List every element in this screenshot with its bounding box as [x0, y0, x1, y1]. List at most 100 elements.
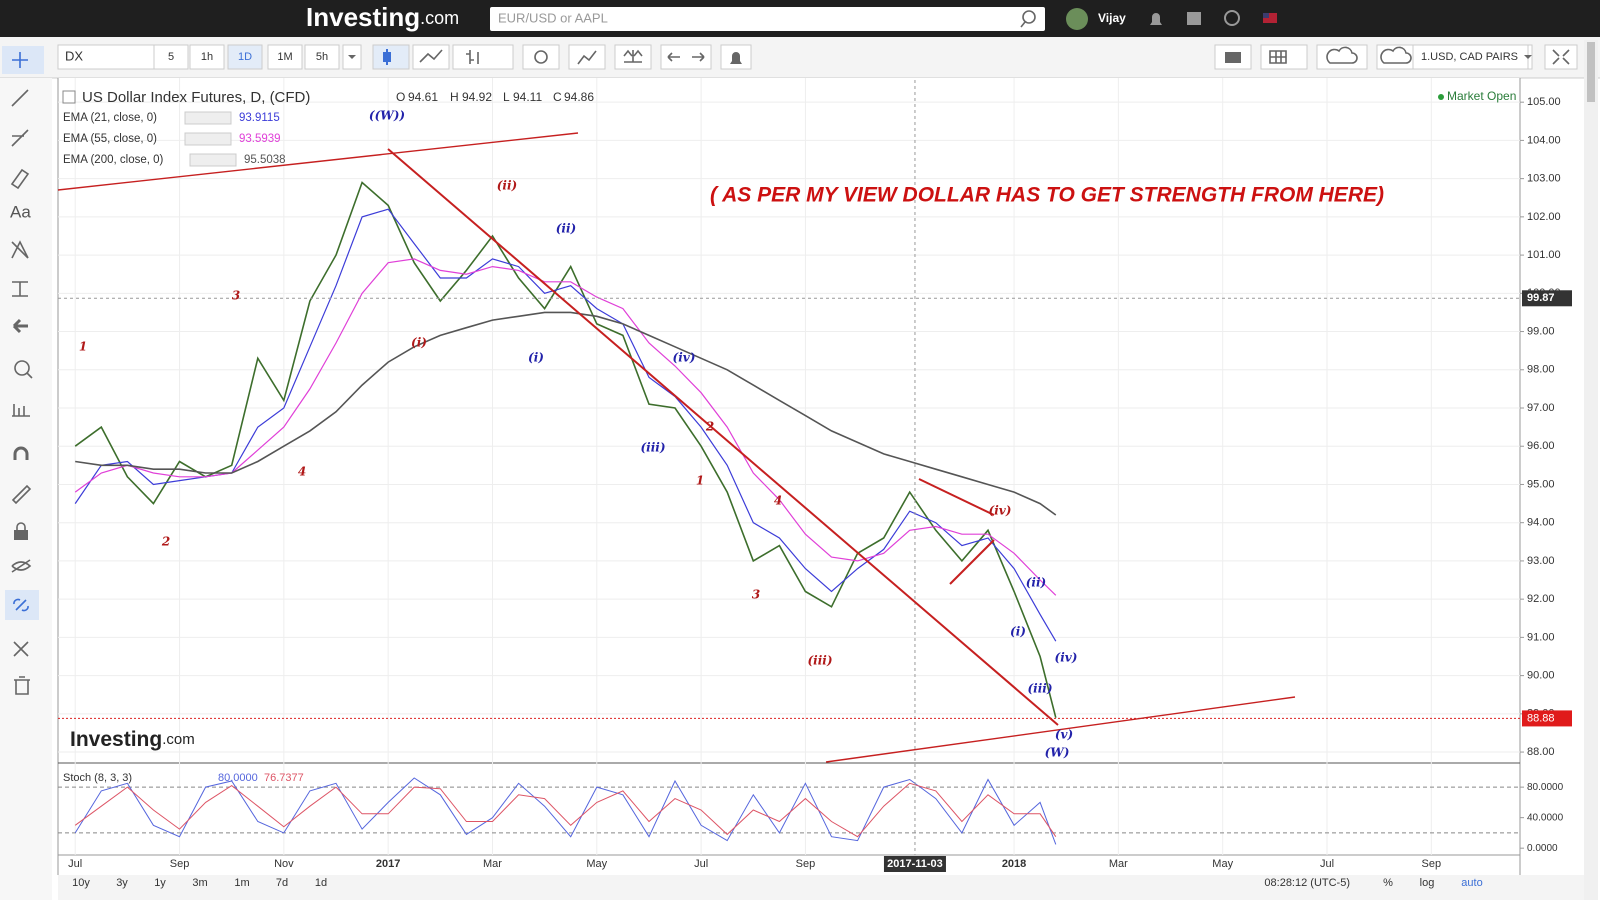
brush-tool[interactable] — [10, 168, 30, 190]
interval-button[interactable] — [227, 44, 263, 70]
range-button[interactable]: 10y — [72, 877, 90, 889]
series-line — [74, 258, 1057, 596]
range-button[interactable]: 1d — [315, 877, 327, 889]
interval-button[interactable] — [189, 44, 225, 70]
indicator-name: EMA (200, close, 0) — [63, 154, 164, 166]
remove-drawings-tool[interactable] — [13, 641, 29, 657]
layout-name[interactable]: 1.USD, CAD PAIRS — [1421, 51, 1518, 63]
remove-tool[interactable] — [12, 318, 28, 334]
interval-label[interactable]: 1D — [238, 51, 252, 63]
text-tool[interactable]: Aa — [10, 202, 31, 221]
lock-tool[interactable] — [14, 530, 28, 540]
crosshair-price-box — [1522, 290, 1572, 307]
range-button[interactable]: 1y — [154, 877, 166, 889]
clock-icon[interactable] — [1224, 10, 1240, 26]
interval-button[interactable] — [153, 44, 189, 70]
bell-icon[interactable] — [1150, 13, 1162, 25]
search-placeholder[interactable]: EUR/USD or AAPL — [498, 10, 608, 25]
scrollbar-thumb[interactable] — [1587, 42, 1595, 102]
y-tick-label: 94.00 — [1527, 517, 1555, 529]
indicators-button[interactable] — [568, 44, 606, 70]
bars-button[interactable] — [452, 44, 514, 70]
logo-main[interactable]: Investing — [306, 2, 420, 32]
flag-icon[interactable] — [1263, 13, 1277, 23]
load-button[interactable] — [1316, 44, 1368, 70]
interval-label[interactable]: 1h — [201, 51, 213, 63]
ohlc: O 94.61 H 94.92 L 94.11 C 94.86 — [396, 90, 594, 104]
tool-column — [0, 78, 52, 900]
indicator-buttons[interactable] — [189, 153, 237, 167]
portfolio-icon[interactable] — [1187, 12, 1201, 25]
logo[interactable]: Investing.com — [306, 2, 459, 32]
collapse-box[interactable] — [62, 90, 76, 104]
scrollbar[interactable] — [1584, 40, 1598, 900]
line-button[interactable] — [412, 44, 450, 70]
pattern-tool[interactable] — [11, 240, 29, 259]
hide-tool[interactable] — [11, 559, 32, 573]
search-icon[interactable] — [1022, 10, 1036, 24]
fullscreen-icon — [1552, 49, 1570, 65]
x-tick-label: Jul — [68, 858, 82, 870]
symbol-box[interactable] — [57, 44, 157, 70]
wave-label: (iv) — [673, 351, 696, 365]
fullscreen-button[interactable] — [1544, 44, 1578, 70]
wave-label: 1 — [696, 474, 704, 488]
stoch-value: 80.0000 — [218, 772, 258, 784]
range-button[interactable]: 1m — [234, 877, 249, 889]
trendline-tool[interactable] — [11, 89, 29, 107]
last-price-box — [1522, 710, 1572, 727]
x-tick-label: May — [1212, 858, 1233, 870]
logo-suffix[interactable]: .com — [420, 8, 459, 28]
y-tick-label: 98.00 — [1527, 364, 1555, 376]
clock: 08:28:12 (UTC-5) — [1264, 877, 1350, 889]
measure-tool[interactable] — [12, 281, 28, 297]
interval-label[interactable]: 5h — [316, 51, 328, 63]
interval-label[interactable]: 5 — [168, 51, 174, 63]
y-tick-label: 88.00 — [1527, 746, 1555, 758]
axis-option[interactable]: auto — [1461, 877, 1482, 889]
camera-icon — [1225, 52, 1241, 63]
avatar[interactable] — [1066, 8, 1088, 30]
layout-name-box[interactable] — [1412, 44, 1529, 70]
interval-button[interactable] — [304, 44, 340, 70]
gear-icon — [534, 50, 548, 64]
cloud-save-icon — [1380, 46, 1412, 64]
alert-icon — [730, 52, 742, 64]
search-box[interactable] — [490, 7, 1045, 31]
range-button[interactable]: 3y — [116, 877, 128, 889]
y-tick-label: 90.00 — [1527, 670, 1555, 682]
ohlc-value: 94.86 — [564, 90, 594, 104]
indicator-buttons[interactable] — [184, 111, 232, 125]
symbol[interactable]: DX — [65, 48, 83, 63]
y-tick-label: 101.00 — [1527, 249, 1561, 261]
x-tick-label: Sep — [1422, 858, 1442, 870]
wave-label: 2 — [161, 535, 170, 549]
x-tick-label: Mar — [483, 858, 502, 870]
x-tick-label: Sep — [170, 858, 190, 870]
axis-option[interactable]: % — [1383, 877, 1393, 889]
settings-button[interactable] — [522, 44, 560, 70]
wave-label: (ii) — [1026, 576, 1046, 590]
axis-option[interactable]: log — [1420, 877, 1435, 889]
interval-button[interactable] — [267, 44, 303, 70]
interval-label[interactable]: 1M — [277, 51, 292, 63]
trend-lines — [57, 132, 1296, 763]
ruler-tool[interactable] — [12, 404, 30, 417]
user-name[interactable]: Vijay — [1098, 11, 1126, 25]
indicator-buttons[interactable] — [184, 132, 232, 146]
sync-icon — [13, 598, 29, 612]
search-icon-handle — [1020, 21, 1026, 28]
y-tick-label: 95.00 — [1527, 478, 1555, 490]
crosshair-price: 99.87 — [1527, 292, 1555, 304]
indicator-value: 93.9115 — [239, 112, 280, 124]
series-line — [74, 777, 1057, 845]
range-button[interactable]: 3m — [192, 877, 207, 889]
compare-icon — [623, 49, 643, 63]
fib-tool[interactable] — [11, 129, 29, 147]
range-button[interactable]: 7d — [276, 877, 288, 889]
series-line — [74, 208, 1057, 642]
zoom-tool[interactable] — [14, 360, 30, 376]
magnet-tool[interactable] — [13, 446, 29, 460]
stay-drawing-tool[interactable] — [11, 484, 32, 505]
trash-tool[interactable] — [14, 676, 30, 695]
